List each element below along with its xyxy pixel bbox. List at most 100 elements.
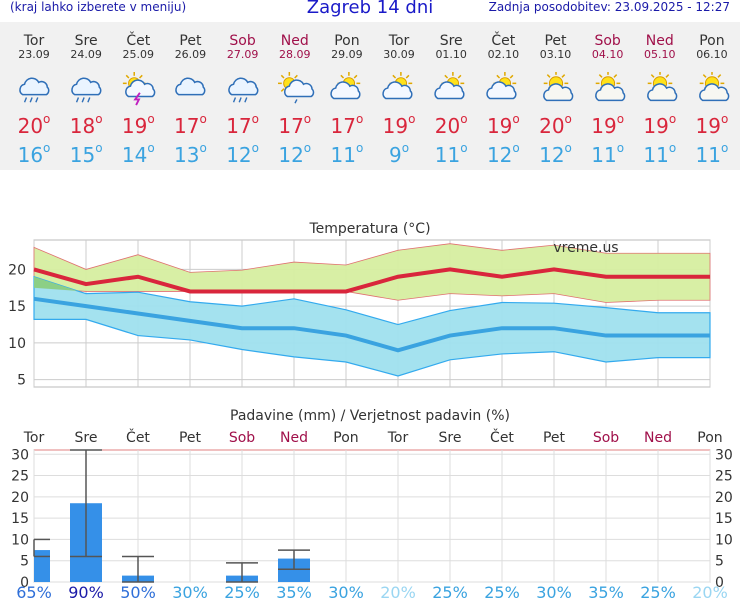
sunny-cloud-icon	[640, 71, 680, 106]
day-name: Čet	[126, 33, 151, 49]
precipitation-bar	[34, 550, 50, 582]
min-temperature: 16o	[17, 141, 51, 167]
rain-cloud-icon	[66, 72, 106, 106]
day-column: Tor 23.09 20o 16o	[8, 22, 60, 170]
max-temperature: 17o	[226, 112, 259, 138]
min-temperature: 11o	[434, 141, 468, 167]
max-temperature: 19o	[121, 112, 155, 138]
day-name: Pon	[334, 33, 360, 49]
min-temperature: 11o	[643, 141, 677, 167]
day-date: 03.10	[539, 48, 572, 61]
precipitation-probability: 30%	[172, 583, 208, 600]
partly-cloudy-icon	[483, 72, 523, 106]
precipitation-y-tick-right: 10	[715, 532, 733, 548]
max-temperature: 20o	[539, 112, 572, 138]
chart-watermark: vreme.us	[553, 240, 618, 256]
day-column: Sob 27.09 17o 12o	[217, 22, 269, 170]
daily-forecast-panel: Tor 23.09 20o 16o Sre 24.09 18o 15o Čet 25.09 19o 1…	[0, 22, 740, 170]
max-temperature: 17o	[330, 112, 364, 138]
day-name: Tor	[23, 33, 45, 49]
day-column: Sre 24.09 18o 15o	[60, 22, 112, 170]
precipitation-probability: 25%	[640, 583, 676, 600]
precipitation-probability: 35%	[588, 583, 624, 600]
day-column: Ned 28.09 17o 12o	[269, 22, 321, 170]
precipitation-plot-area	[33, 449, 711, 583]
day-column: Pet 03.10 20o 12o	[530, 22, 582, 170]
min-temperature: 11o	[330, 141, 364, 167]
day-column: Čet 25.09 19o 14o	[112, 22, 164, 170]
rain-cloud-icon	[14, 72, 54, 106]
day-date: 23.09	[18, 48, 50, 61]
max-temperature: 17o	[278, 112, 312, 138]
precipitation-y-tick-right: 25	[715, 469, 733, 485]
precipitation-y-tick-left: 20	[11, 490, 29, 506]
min-temperature: 11o	[695, 141, 729, 167]
page-title: Zagreb 14 dni	[306, 0, 434, 18]
top-bar: (kraj lahko izberete v meniju) Zagreb 14…	[0, 0, 740, 22]
precipitation-day-label: Sre	[75, 430, 98, 446]
precipitation-y-tick-right: 5	[715, 554, 724, 570]
day-column: Pon 06.10 19o 11o	[686, 22, 738, 170]
max-temperature: 19o	[695, 112, 729, 138]
day-date: 28.09	[279, 48, 311, 61]
max-temperature: 18o	[69, 112, 103, 138]
precipitation-y-tick-right: 30	[715, 447, 733, 463]
location-hint[interactable]: (kraj lahko izberete v meniju)	[10, 0, 187, 14]
min-temperature: 11o	[591, 141, 625, 167]
precipitation-chart-title: Padavine (mm) / Verjetnost padavin (%)	[230, 408, 510, 424]
precipitation-y-tick-left: 15	[11, 511, 29, 527]
day-name: Ned	[645, 33, 674, 49]
max-temperature: 20o	[17, 112, 51, 138]
day-name: Tor	[388, 33, 410, 49]
precipitation-day-label: Sob	[229, 430, 255, 446]
precipitation-probability: 30%	[536, 583, 572, 600]
min-temperature-line	[33, 296, 710, 353]
day-date: 25.09	[122, 48, 155, 61]
precipitation-y-tick-right: 15	[715, 511, 733, 527]
day-name: Čet	[491, 33, 516, 49]
day-name: Sob	[229, 33, 256, 49]
sunny-cloud-icon	[588, 71, 628, 106]
max-temperature: 17o	[174, 112, 207, 138]
precipitation-day-label: Tor	[23, 430, 45, 446]
day-column: Sre 01.10 20o 11o	[425, 22, 477, 170]
thunderstorm-sun-icon	[118, 72, 158, 106]
precipitation-y-tick-left: 0	[20, 575, 29, 591]
day-date: 26.09	[174, 48, 207, 61]
precipitation-day-label: Čet	[126, 428, 150, 446]
precipitation-y-tick-left: 30	[11, 447, 29, 463]
partly-cloudy-icon	[327, 72, 367, 106]
precipitation-bar	[278, 558, 310, 582]
precipitation-day-label: Sre	[439, 430, 462, 446]
precipitation-probability: 35%	[276, 583, 312, 600]
day-date: 06.10	[696, 48, 728, 61]
precipitation-probability: 20%	[692, 583, 728, 600]
day-date: 27.09	[226, 48, 259, 61]
day-column: Tor 30.09 19o 9o	[373, 22, 425, 170]
day-column: Sob 04.10 19o 11o	[582, 22, 634, 170]
precipitation-y-tick-left: 10	[11, 532, 29, 548]
temperature-chart-title: Temperatura (°C)	[308, 221, 430, 237]
temperature-y-tick: 5	[17, 373, 26, 389]
day-name: Ned	[280, 33, 309, 49]
min-temperature: 12o	[539, 141, 572, 167]
precipitation-y-tick-right: 0	[715, 575, 724, 591]
max-temperature: 19o	[591, 112, 625, 138]
day-date: 05.10	[644, 48, 676, 61]
partly-cloudy-icon	[379, 72, 419, 106]
precipitation-y-tick-right: 20	[715, 490, 733, 506]
precipitation-y-tick-left: 5	[20, 554, 29, 570]
precipitation-day-label: Pon	[333, 430, 358, 446]
precipitation-probability: 25%	[224, 583, 260, 600]
precipitation-day-label: Pet	[543, 430, 566, 446]
precipitation-y-tick-left: 25	[11, 469, 29, 485]
precipitation-probability: 25%	[484, 583, 520, 600]
day-column: Pet 26.09 17o 13o	[164, 22, 216, 170]
day-name: Sre	[74, 33, 98, 49]
precipitation-day-label: Ned	[644, 430, 672, 446]
min-temperature: 14o	[121, 141, 155, 167]
day-name: Pet	[544, 33, 567, 49]
precipitation-day-label: Pon	[697, 430, 722, 446]
day-name: Pet	[179, 33, 202, 49]
